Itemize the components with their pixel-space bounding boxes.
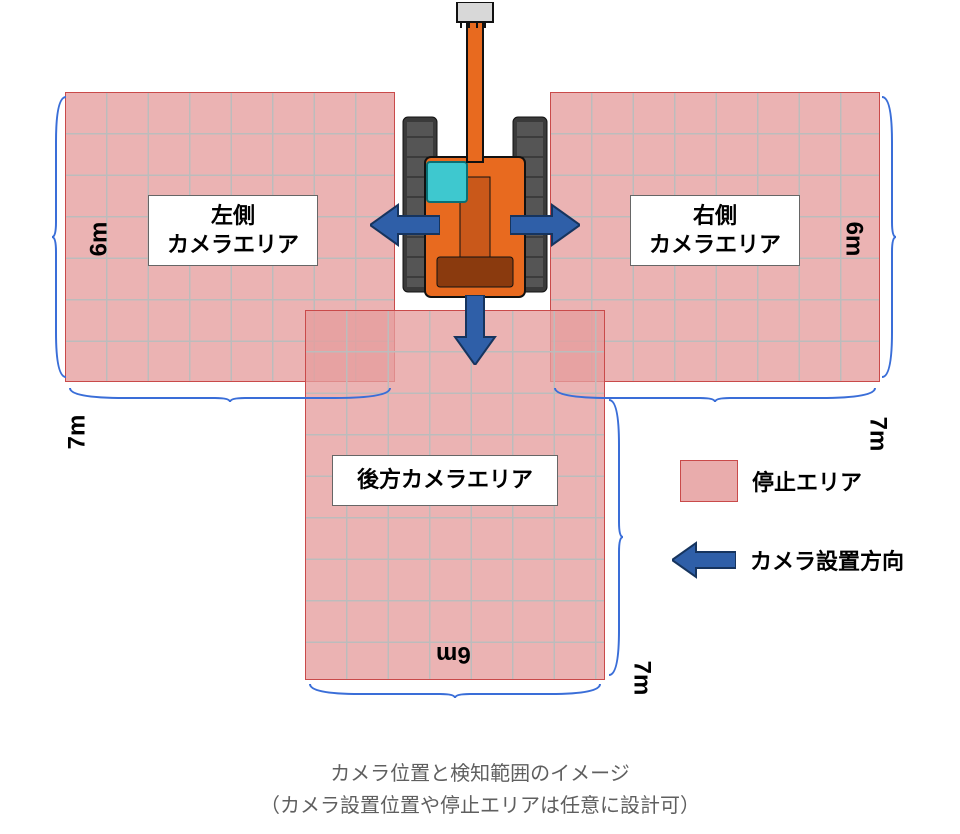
brace-left-height [52,92,70,382]
right-zone-label-line2: カメラエリア [649,232,781,257]
legend-swatch [680,460,738,502]
arrow-down-icon [450,295,500,365]
diagram-area: 左側 カメラエリア 右側 カメラエリア 後方カメラエリア [0,0,960,740]
excavator-icon [365,2,585,332]
brace-rear-height [605,395,623,680]
left-zone-label: 左側 カメラエリア [148,195,318,266]
caption: カメラ位置と検知範囲のイメージ （カメラ設置位置や停止エリアは任意に設計可） [0,758,960,822]
legend-stop-area-label: 停止エリア [752,465,862,497]
brace-right-height [878,92,896,382]
dim-right-height: 6m [839,222,867,257]
legend-arrow-icon [672,540,736,580]
dim-left-height: 6m [85,222,113,257]
brace-rear-width [305,680,605,698]
brace-right-width [550,384,880,402]
arrow-left-icon [370,200,440,250]
arrow-right-icon [510,200,580,250]
left-zone-label-line2: カメラエリア [167,232,299,257]
caption-line2: （カメラ設置位置や停止エリアは任意に設計可） [0,790,960,822]
legend-camera-direction: カメラ設置方向 [672,540,904,580]
rear-zone-label: 後方カメラエリア [332,455,558,506]
legend-camera-direction-label: カメラ設置方向 [750,544,904,576]
right-zone-label: 右側 カメラエリア [630,195,800,266]
caption-line1: カメラ位置と検知範囲のイメージ [0,758,960,790]
legend-stop-area: 停止エリア [680,460,862,502]
brace-left-width [65,384,395,402]
dim-rear-width: 6m [436,640,471,668]
right-zone-label-line1: 右側 [693,203,737,228]
dim-left-width: 7m [63,415,91,450]
dim-rear-height: 7m [627,661,655,696]
left-zone-label-line1: 左側 [211,203,255,228]
dim-right-width: 7m [863,417,891,452]
